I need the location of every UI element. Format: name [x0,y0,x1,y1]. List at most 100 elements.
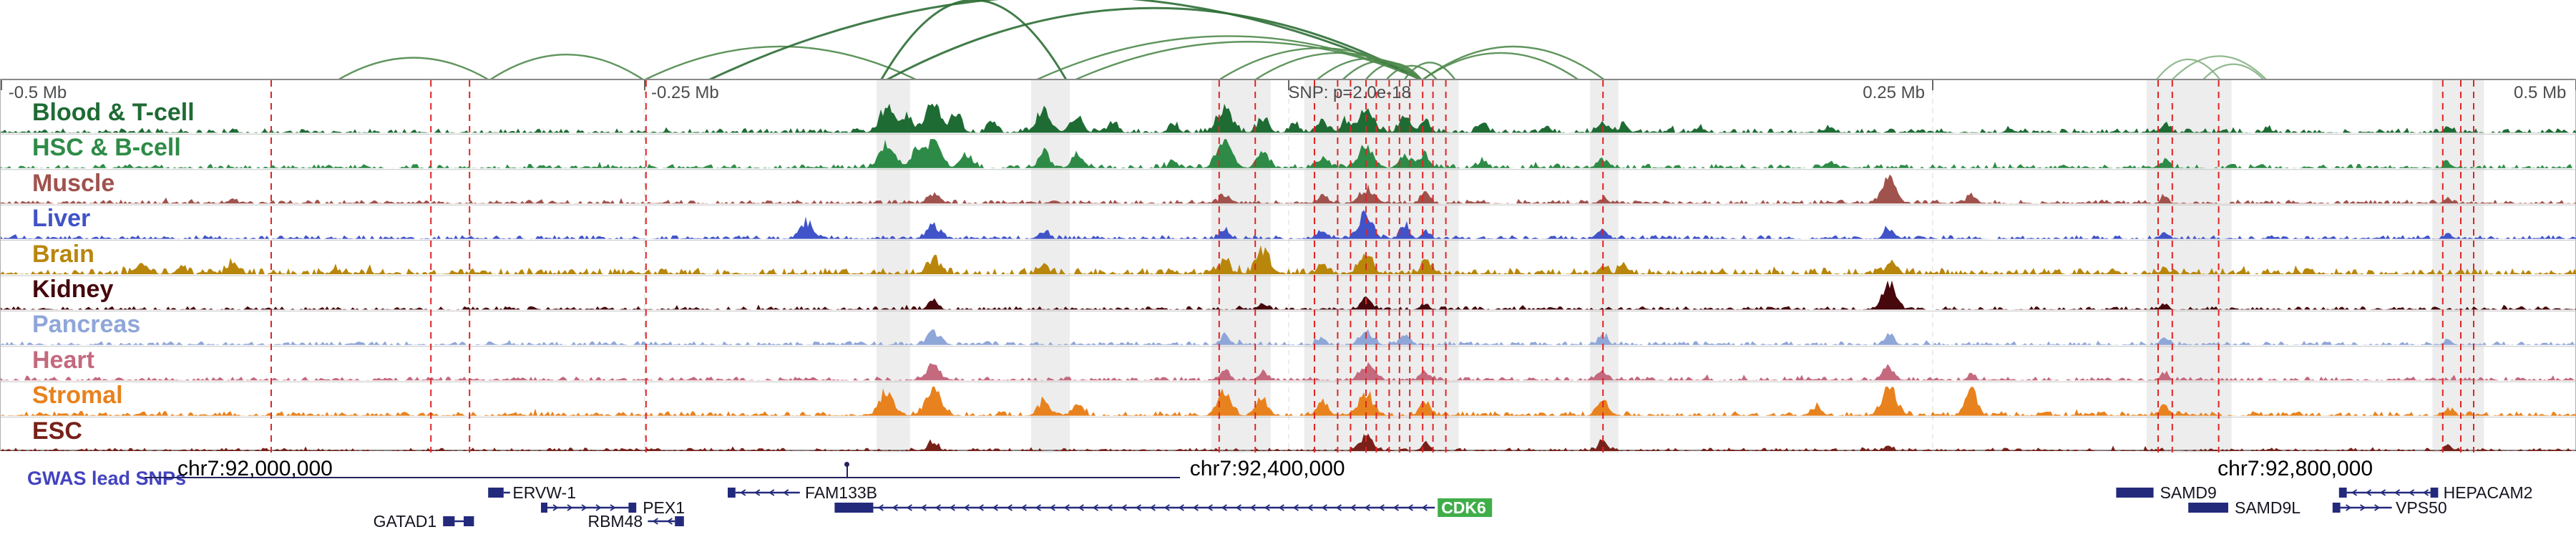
track-label-hsc-b-cell: HSC & B-cell [32,134,181,162]
strand-arrow-icon [567,504,573,511]
interaction-arc[interactable] [336,57,490,80]
strand-arrow-icon [2351,489,2358,496]
gene-label: GATAD1 [374,512,437,531]
gene-rbm48[interactable]: RBM48 [587,512,684,531]
gene-fam133b[interactable]: FAM133B [728,484,877,502]
gene-samd9l[interactable]: SAMD9L [2188,498,2301,517]
strand-arrow-icon [552,504,559,511]
track-label-esc: ESC [32,417,82,445]
track-label-heart: Heart [32,346,94,374]
gene-label: SAMD9L [2235,498,2301,517]
strand-arrow-icon [1049,504,1055,511]
strand-arrow-icon [977,504,984,511]
gene-samd9[interactable]: SAMD9 [2116,484,2217,502]
highlight-region [2432,80,2484,453]
strand-arrow-icon [2408,489,2415,496]
interaction-arc[interactable] [489,53,645,80]
strand-arrow-icon [1149,504,1156,511]
highlight-region [1031,80,1070,453]
gene-label: SAMD9 [2160,484,2217,502]
gene-label: PEX1 [643,498,685,517]
interaction-arc[interactable] [1341,59,1423,80]
strand-arrow-icon [1020,504,1027,511]
strand-arrow-icon [1307,504,1313,511]
gene-cdk6[interactable]: CDK6 [834,498,1493,517]
interaction-arc[interactable] [885,6,1423,80]
gene-ervw-1[interactable]: ERVW-1 [488,484,576,502]
strand-arrow-icon [2360,504,2366,511]
gwas-snp-dot[interactable] [844,462,849,467]
gene-label: CDK6 [1441,498,1486,517]
ruler-label: SNP: p=2.0e-18 [1288,83,1411,102]
highlight-region [1304,80,1459,453]
strand-arrow-icon [2365,489,2372,496]
gene-label: VPS50 [2396,498,2447,517]
strand-arrow-icon [1206,504,1213,511]
strand-arrow-icon [1192,504,1199,511]
interaction-arc[interactable] [1385,64,1438,80]
strand-arrow-icon [1378,504,1385,511]
strand-arrow-icon [1006,504,1013,511]
strand-arrow-icon [1121,504,1127,511]
track-label-muscle: Muscle [32,169,115,197]
interaction-arc[interactable] [2155,58,2222,80]
interaction-arcs-layer [336,0,2268,80]
gene-gatad1[interactable]: GATAD1 [374,512,474,531]
strand-arrow-icon [666,518,673,525]
coordinate-label: chr7:92,400,000 [1189,457,1345,480]
gene-vps50[interactable]: VPS50 [2332,498,2447,517]
strand-arrow-icon [992,504,998,511]
strand-arrow-icon [2422,489,2429,496]
track-panel[interactable]: -0.5 Mb -0.25 Mb SNP: p=2.0e-18 0.25 Mb 0.5 … [0,79,2576,453]
highlight-region [1590,80,1619,453]
strand-arrow-icon [740,489,746,496]
strand-arrow-icon [1350,504,1356,511]
strand-arrow-icon [1221,504,1227,511]
strand-arrow-icon [1106,504,1113,511]
strand-arrow-icon [1292,504,1299,511]
strand-arrow-icon [920,504,927,511]
gene-pex1[interactable]: PEX1 [541,498,685,517]
interaction-arc[interactable] [643,45,918,80]
interaction-arc[interactable] [1403,62,1456,80]
ruler-label: -0.25 Mb [651,83,719,102]
strand-arrow-icon [1163,504,1170,511]
strand-arrow-icon [1407,504,1413,511]
gwas-snp-tick[interactable] [846,466,848,478]
strand-arrow-icon [1035,504,1041,511]
gwas-region-line [144,477,1180,478]
strand-arrow-icon [754,489,761,496]
strand-arrow-icon [1078,504,1084,511]
strand-arrow-icon [581,504,587,511]
gene-label: FAM133B [805,484,877,502]
strand-arrow-icon [2346,504,2352,511]
highlight-region [2146,80,2232,453]
highlight-region [877,80,910,453]
strand-arrow-icon [1264,504,1270,511]
ruler-label: -0.5 Mb [8,83,67,102]
coordinate-label: chr7:92,000,000 [177,457,333,480]
interaction-arc[interactable] [1315,57,1423,80]
interaction-arc[interactable] [2202,63,2265,80]
strand-arrow-icon [1335,504,1342,511]
gene-hepacam2[interactable]: HEPACAM2 [2338,484,2533,502]
strand-arrow-icon [1392,504,1399,511]
strand-arrow-icon [1321,504,1327,511]
interaction-arc[interactable] [879,0,1068,80]
coordinate-label: chr7:92,800,000 [2218,457,2373,480]
track-label-liver: Liver [32,205,91,233]
gene-label: HEPACAM2 [2444,484,2533,502]
strand-arrow-icon [1249,504,1256,511]
gene-label: ERVW-1 [512,484,576,502]
strand-arrow-icon [1421,504,1428,511]
interaction-arc[interactable] [2171,55,2268,80]
interaction-arc[interactable] [1421,45,1606,80]
strand-arrow-icon [949,504,955,511]
interaction-arc[interactable] [1421,52,1580,80]
interaction-arc[interactable] [708,0,1423,80]
strand-arrow-icon [652,518,658,525]
interaction-arc[interactable] [1365,62,1423,80]
strand-arrow-icon [783,489,789,496]
track-label-brain: Brain [32,240,94,268]
strand-arrow-icon [595,504,602,511]
